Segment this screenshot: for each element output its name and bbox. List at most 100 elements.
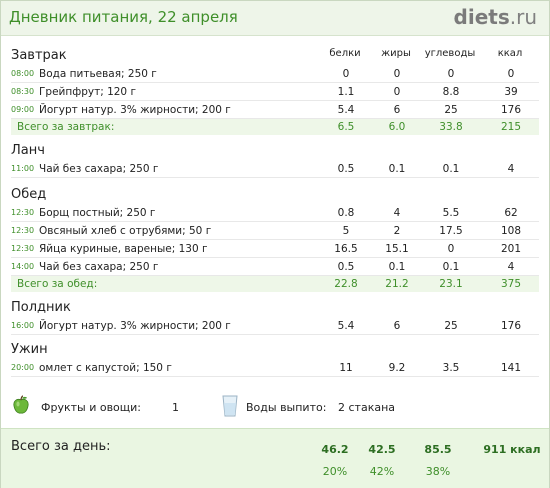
food-time: 14:00	[11, 262, 35, 271]
food-row[interactable]: 08:00 Вода питьевая; 250 г 0 0 0 0	[11, 66, 539, 83]
fruits-label: Фрукты и овощи:	[41, 401, 141, 414]
food-fat: 4	[393, 207, 401, 219]
water-value: 2 стакана	[338, 401, 396, 414]
food-row[interactable]: 12:30 Овсяный хлеб с отрубями; 50 г 5 2 17.5…	[11, 223, 539, 240]
food-carbs: 25	[444, 104, 458, 116]
food-row[interactable]: 12:30 Яйца куриные, вареные; 130 г 16.5 15.…	[11, 241, 539, 258]
header-bar: Дневник питания, 22 апреля diets.ru	[1, 1, 549, 36]
food-name: Овсяный хлеб с отрубями; 50 г	[39, 225, 212, 237]
food-protein: 0.5	[337, 261, 355, 273]
meal-header: Полдник	[11, 300, 71, 315]
food-protein: 5.4	[337, 104, 355, 116]
fruits-value: 1	[172, 401, 179, 414]
subtotal-label: Всего за обед:	[17, 278, 98, 290]
food-time: 08:30	[11, 87, 35, 96]
page-title: Дневник питания, 22 апреля	[9, 8, 238, 26]
food-kcal: 176	[500, 320, 522, 332]
col-header-kcal: ккал	[497, 48, 523, 59]
food-carbs: 0.1	[442, 261, 460, 273]
subtotal-protein: 22.8	[334, 278, 358, 290]
carbs-percent: 38%	[425, 465, 451, 478]
col-header-protein: белки	[329, 48, 361, 59]
food-name: Борщ постный; 250 г	[39, 207, 156, 219]
food-protein: 0.5	[337, 163, 355, 175]
total-carbs: 85.5	[424, 443, 452, 456]
food-carbs: 5.5	[442, 207, 460, 219]
food-kcal: 0	[507, 68, 515, 80]
food-carbs: 8.8	[442, 86, 460, 98]
food-row[interactable]: 11:00 Чай без сахара; 250 г 0.5 0.1 0.1 4	[11, 161, 539, 178]
col-header-fat: жиры	[381, 48, 411, 59]
meal-header: Завтрак	[11, 48, 67, 63]
subtotal-protein: 6.5	[337, 121, 355, 133]
site-logo[interactable]: diets.ru	[454, 5, 537, 29]
food-protein: 11	[339, 362, 353, 374]
food-name: Яйца куриные, вареные; 130 г	[39, 243, 208, 255]
food-carbs: 3.5	[442, 362, 460, 374]
food-fat: 0	[393, 68, 401, 80]
food-kcal: 141	[500, 362, 522, 374]
food-kcal: 39	[504, 86, 518, 98]
protein-percent: 20%	[322, 465, 348, 478]
water-label: Воды выпито:	[246, 401, 327, 414]
food-row[interactable]: 14:00 Чай без сахара; 250 г 0.5 0.1 0.1 4	[11, 259, 539, 276]
food-kcal: 176	[500, 104, 522, 116]
food-fat: 6	[393, 320, 401, 332]
daily-total-panel: Всего за день: 46.2 42.5 85.5 911 ккал 2…	[1, 428, 549, 488]
food-row[interactable]: 09:00 Йогурт натур. 3% жирности; 200 г 5.4…	[11, 102, 539, 119]
food-time: 09:00	[11, 105, 35, 114]
meal-subtotal-row: Всего за завтрак: 6.5 6.0 33.8 215	[11, 119, 539, 135]
water-glass-icon	[222, 395, 238, 417]
fat-percent: 42%	[369, 465, 395, 478]
subtotal-carbs: 23.1	[439, 278, 463, 290]
subtotal-fat: 21.2	[385, 278, 409, 290]
food-time: 20:00	[11, 363, 35, 372]
apple-icon	[13, 395, 29, 414]
food-row[interactable]: 08:30 Грейпфрут; 120 г 1.1 0 8.8 39	[11, 84, 539, 101]
food-fat: 9.2	[388, 362, 406, 374]
food-protein: 16.5	[334, 243, 358, 255]
food-protein: 5	[342, 225, 350, 237]
food-name: Чай без сахара; 250 г	[39, 261, 159, 273]
food-name: Чай без сахара; 250 г	[39, 163, 159, 175]
food-kcal: 4	[507, 261, 515, 273]
meal-subtotal-row: Всего за обед: 22.8 21.2 23.1 375	[11, 276, 539, 292]
food-carbs: 0.1	[442, 163, 460, 175]
food-carbs: 0	[447, 243, 455, 255]
food-time: 12:30	[11, 244, 35, 253]
food-carbs: 0	[447, 68, 455, 80]
logo-main: diets	[453, 5, 510, 29]
subtotal-fat: 6.0	[388, 121, 406, 133]
food-protein: 5.4	[337, 320, 355, 332]
food-protein: 1.1	[337, 86, 355, 98]
total-fat: 42.5	[368, 443, 396, 456]
col-header-carbs: углеводы	[424, 48, 476, 59]
food-fat: 0	[393, 86, 401, 98]
subtotal-label: Всего за завтрак:	[17, 121, 115, 133]
daily-total-label: Всего за день:	[11, 439, 111, 454]
subtotal-carbs: 33.8	[439, 121, 463, 133]
food-carbs: 25	[444, 320, 458, 332]
food-time: 12:30	[11, 208, 35, 217]
food-fat: 6	[393, 104, 401, 116]
food-protein: 0.8	[337, 207, 355, 219]
food-name: омлет с капустой; 150 г	[39, 362, 172, 374]
food-fat: 0.1	[388, 163, 406, 175]
logo-tld: .ru	[509, 5, 537, 29]
food-fat: 15.1	[385, 243, 409, 255]
food-row[interactable]: 20:00 омлет с капустой; 150 г 11 9.2 3.5 141	[11, 360, 539, 377]
food-carbs: 17.5	[439, 225, 463, 237]
food-time: 16:00	[11, 321, 35, 330]
food-row[interactable]: 16:00 Йогурт натур. 3% жирности; 200 г 5.4…	[11, 318, 539, 335]
total-kcal: 911 ккал	[483, 443, 541, 456]
food-name: Йогурт натур. 3% жирности; 200 г	[39, 320, 231, 332]
food-row[interactable]: 12:30 Борщ постный; 250 г 0.8 4 5.5 62	[11, 205, 539, 222]
food-time: 12:30	[11, 226, 35, 235]
food-kcal: 62	[504, 207, 518, 219]
food-name: Йогурт натур. 3% жирности; 200 г	[39, 104, 231, 116]
summary-line: Фрукты и овощи: 1 Воды выпито: 2 стакана	[11, 393, 539, 423]
food-kcal: 4	[507, 163, 515, 175]
subtotal-kcal: 375	[500, 278, 522, 290]
food-fat: 2	[393, 225, 401, 237]
